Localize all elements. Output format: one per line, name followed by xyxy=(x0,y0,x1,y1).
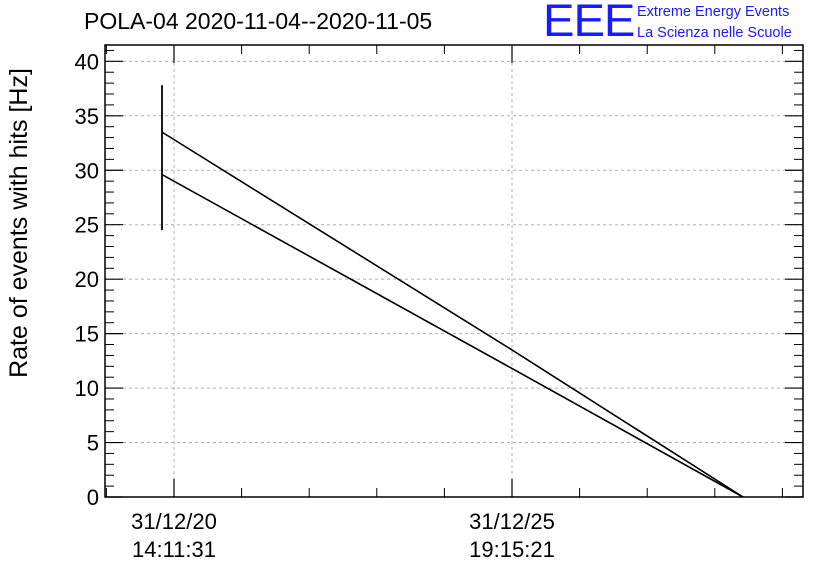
y-tick-label: 10 xyxy=(75,376,99,401)
x-tick-time: 14:11:31 xyxy=(132,537,216,562)
y-tick-label: 5 xyxy=(87,431,99,456)
chart-title: POLA-04 2020-11-04--2020-11-05 xyxy=(84,8,433,34)
x-tick-time: 19:15:21 xyxy=(469,537,555,562)
data-series xyxy=(161,85,744,498)
logo-text-line-2: La Scienza nelle Scuole xyxy=(637,25,792,41)
y-axis-label: Rate of events with hits [Hz] xyxy=(5,68,33,378)
y-tick-label: 35 xyxy=(75,104,99,129)
y-tick-label: 0 xyxy=(87,485,99,510)
series-line-2 xyxy=(161,173,744,498)
x-tick-date: 31/12/25 xyxy=(469,509,555,534)
y-tick-label: 15 xyxy=(75,322,99,347)
eee-logo-mark: EEE xyxy=(543,0,635,46)
logo-text-line-1: Extreme Energy Events xyxy=(637,4,790,20)
y-tick-label: 30 xyxy=(75,158,99,183)
y-tick-label: 40 xyxy=(75,49,99,74)
x-tick-date: 31/12/20 xyxy=(131,509,217,534)
y-tick-label: 25 xyxy=(75,213,99,238)
grid-lines xyxy=(105,45,803,497)
series-line-1 xyxy=(161,131,744,498)
y-tick-label: 20 xyxy=(75,267,99,292)
plot-frame xyxy=(104,44,804,498)
axis-ticks: 0 5 10 15 20 25 30 35 40 31/12/20 14:11:31 31/12/25… xyxy=(75,45,803,562)
